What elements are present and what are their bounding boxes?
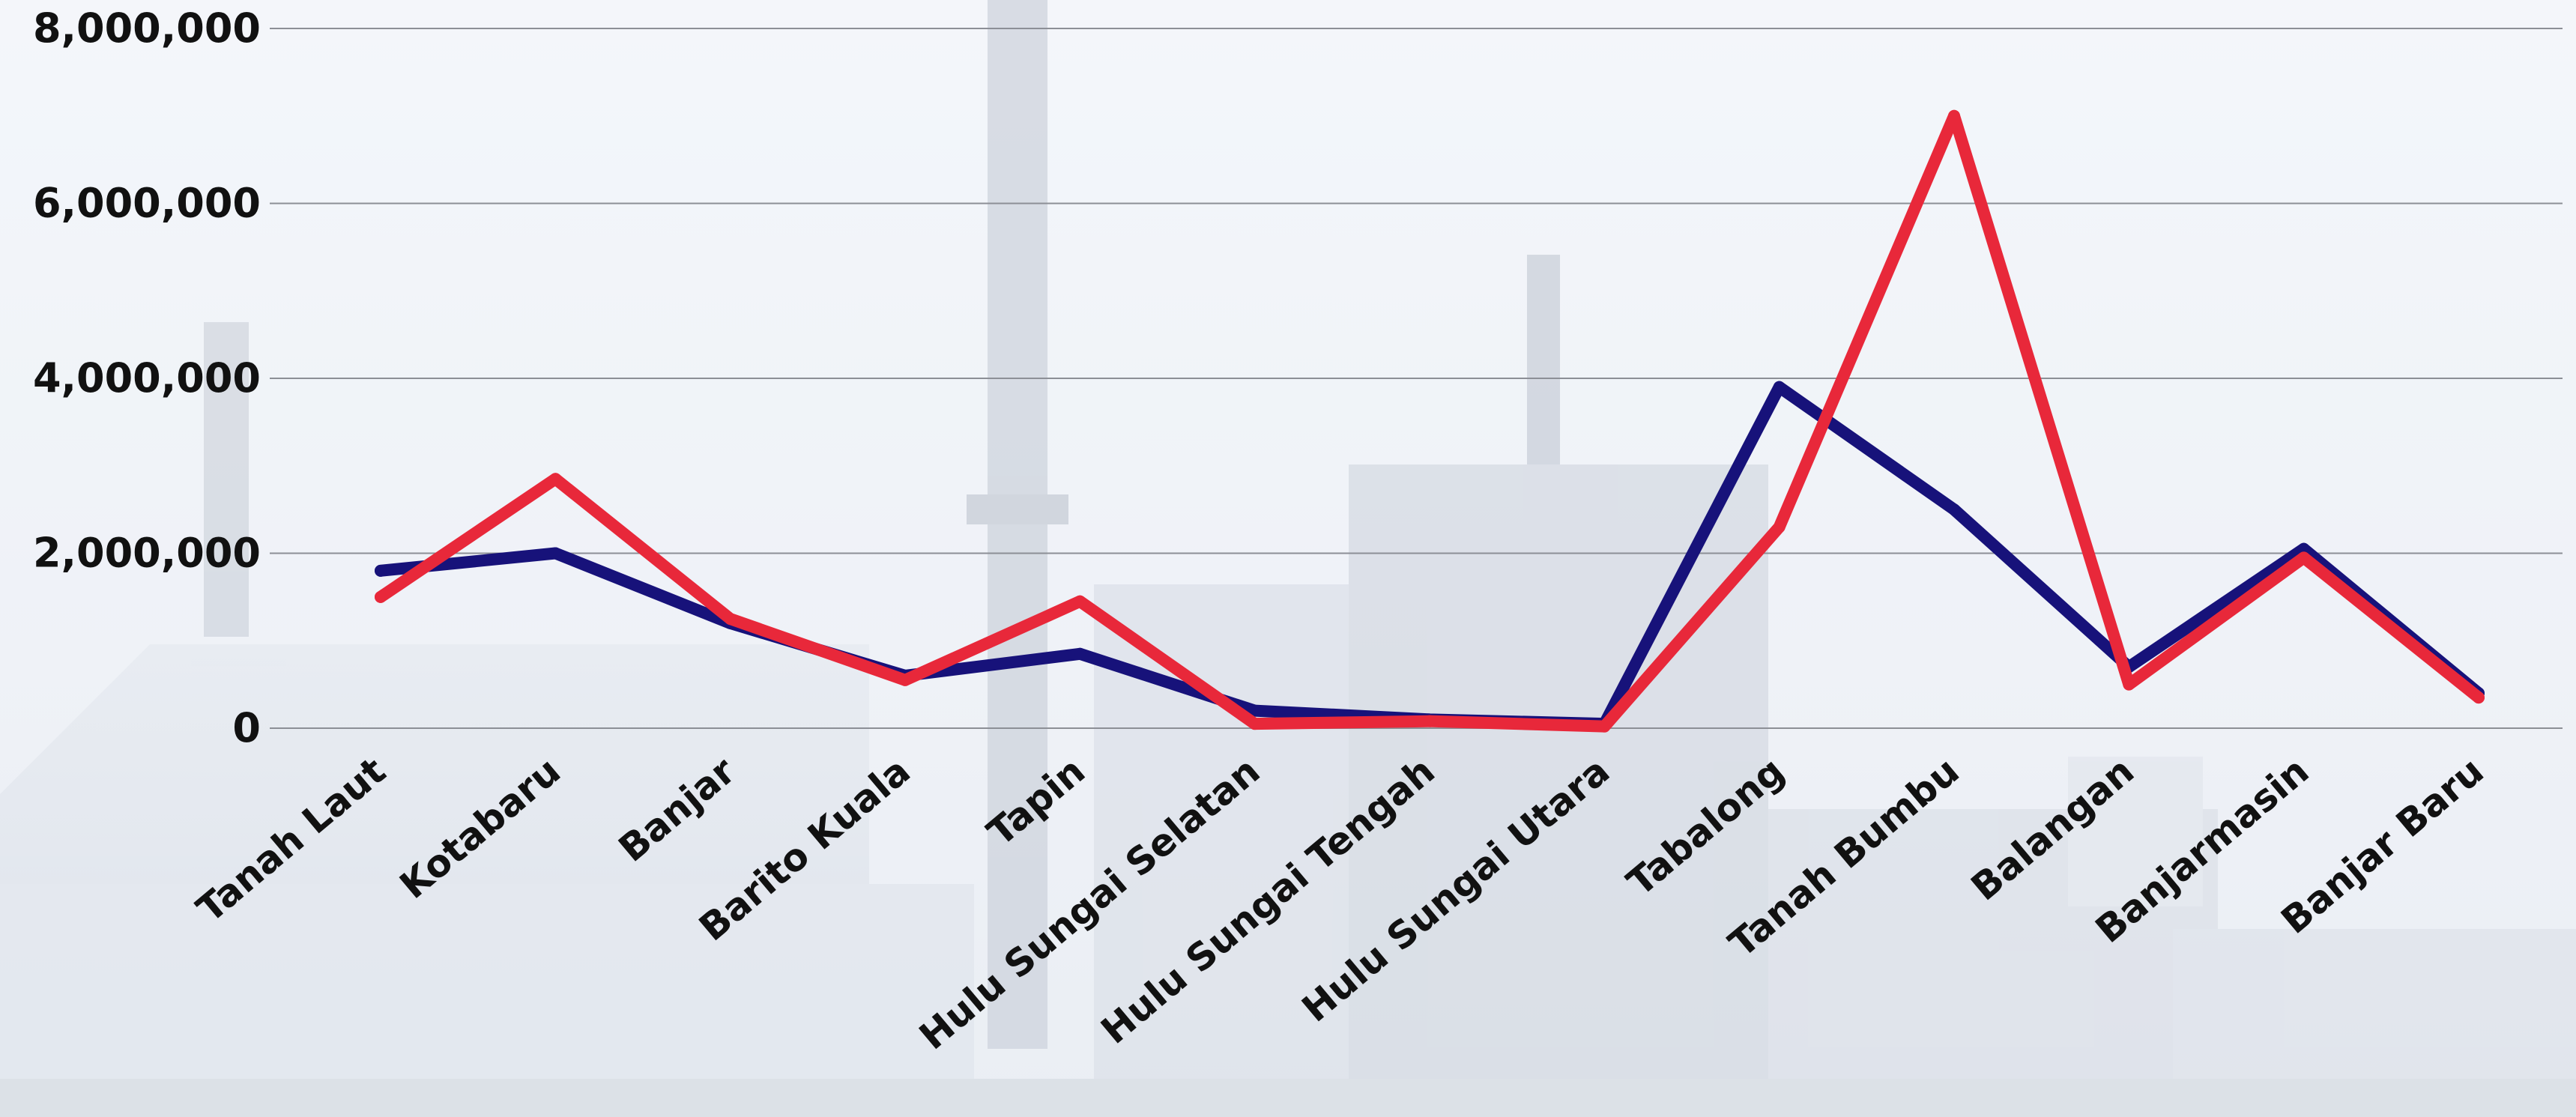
x-tick-label: Hulu Sungai Selatan [911, 749, 1268, 1059]
data-point [724, 613, 737, 626]
series-line-1 [375, 381, 2485, 730]
series-lines [375, 109, 2485, 733]
data-point [1773, 521, 1786, 533]
x-tick-label: Tapin [979, 749, 1093, 855]
y-tick-label: 8,000,000 [33, 4, 261, 52]
gridlines [270, 28, 2563, 729]
data-point [549, 473, 562, 485]
data-point [1074, 595, 1086, 608]
y-tick-label: 0 [232, 704, 261, 751]
x-tick-label: Balangan [1963, 749, 2142, 909]
data-point [1248, 704, 1261, 717]
x-tick-label: Tanah Laut [189, 749, 394, 931]
x-tick-label: Tabalong [1619, 749, 1793, 905]
y-tick-label: 4,000,000 [33, 354, 261, 402]
data-point [1948, 109, 1960, 122]
data-point [899, 673, 911, 686]
data-point [549, 547, 562, 560]
y-axis: 0 2,000,000 4,000,000 6,000,000 8,000,000 [33, 4, 261, 751]
data-point [1074, 647, 1086, 660]
data-point [1598, 720, 1611, 733]
data-point [1773, 381, 1786, 393]
y-tick-label: 6,000,000 [33, 180, 261, 227]
data-point [1424, 715, 1436, 727]
data-point [2297, 542, 2310, 555]
data-point [375, 590, 387, 603]
x-tick-label: Kotabaru [392, 749, 569, 907]
x-tick-label: Banjar [611, 749, 744, 871]
x-tick-label: Hulu Sungai Utara [1294, 749, 1618, 1031]
y-tick-label: 2,000,000 [33, 530, 261, 577]
series-line-2 [375, 109, 2485, 733]
data-point [2297, 551, 2310, 564]
x-tick-label: Hulu Sungai Tengah [1093, 749, 1443, 1053]
data-point [2123, 678, 2135, 691]
data-point [1948, 503, 1960, 516]
data-point [375, 564, 387, 577]
data-point [1248, 718, 1261, 730]
data-point [2473, 691, 2485, 704]
